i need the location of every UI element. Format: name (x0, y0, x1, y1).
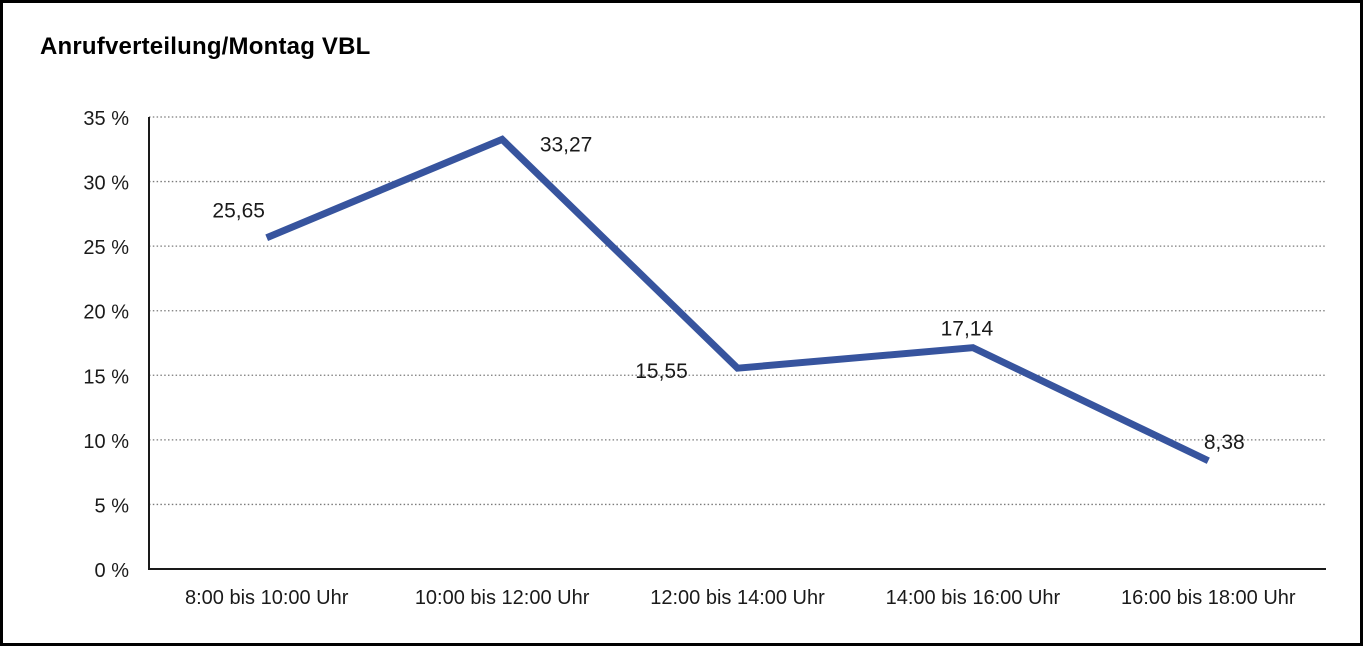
x-category-label: 12:00 bis 14:00 Uhr (650, 587, 825, 609)
series-line (265, 135, 1210, 464)
x-category-label: 16:00 bis 18:00 Uhr (1121, 587, 1296, 609)
y-tick-label: 30 % (83, 173, 129, 195)
y-tick-label: 20 % (83, 302, 129, 324)
data-value-label: 8,38 (1204, 431, 1245, 454)
x-category-label: 8:00 bis 10:00 Uhr (185, 587, 349, 609)
y-tick-label: 15 % (83, 366, 129, 388)
line-chart: 0 % 5 % 10 % 15 % 20 % 25 % 30 % 35 % 8:00 bis 1… (83, 108, 1326, 609)
x-category-label: 14:00 bis 16:00 Uhr (886, 587, 1061, 609)
y-tick-label: 25 % (83, 237, 129, 259)
y-tick-label: 0 % (95, 560, 130, 582)
y-axis-tick-labels: 0 % 5 % 10 % 15 % 20 % 25 % 30 % 35 % (83, 108, 129, 582)
data-value-label: 33,27 (540, 133, 593, 156)
data-value-label: 17,14 (941, 318, 994, 341)
y-tick-label: 10 % (83, 431, 129, 453)
y-tick-label: 5 % (95, 495, 130, 517)
gridlines (149, 116, 1326, 506)
data-value-label: 25,65 (212, 200, 265, 223)
data-labels: 25,65 33,27 15,55 17,14 8,38 (212, 133, 1244, 453)
x-axis-tick-labels: 8:00 bis 10:00 Uhr 10:00 bis 12:00 Uhr 12:… (185, 587, 1296, 609)
x-category-label: 10:00 bis 12:00 Uhr (415, 587, 590, 609)
chart-title: Anrufverteilung/Montag VBL (40, 33, 371, 60)
data-value-label: 15,55 (635, 360, 688, 383)
y-tick-label: 35 % (83, 108, 129, 130)
